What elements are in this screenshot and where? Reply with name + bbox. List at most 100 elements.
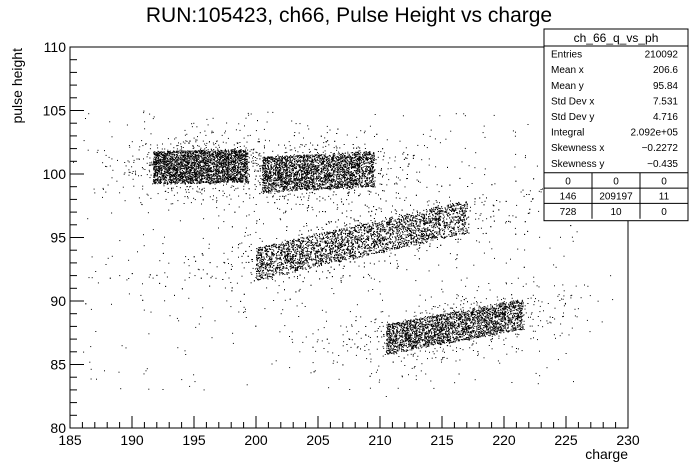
- data-point: [224, 159, 226, 161]
- data-point: [184, 176, 186, 178]
- data-point: [197, 163, 198, 165]
- data-point: [169, 166, 171, 168]
- data-point: [242, 169, 243, 171]
- data-point: [170, 167, 172, 168]
- data-point: [157, 170, 159, 172]
- data-point: [165, 177, 167, 178]
- data-point: [141, 204, 143, 206]
- data-point: [213, 179, 215, 181]
- data-point: [158, 157, 160, 159]
- data-point: [238, 171, 240, 173]
- data-point: [170, 157, 172, 159]
- data-point: [246, 178, 248, 180]
- data-point: [227, 167, 229, 169]
- data-point: [191, 169, 193, 171]
- data-point: [211, 163, 213, 165]
- data-point: [219, 178, 221, 180]
- data-point: [291, 183, 293, 185]
- data-point: [155, 155, 157, 156]
- data-point: [230, 157, 231, 159]
- data-point: [260, 155, 262, 157]
- data-point: [217, 164, 218, 166]
- data-point: [180, 176, 182, 177]
- data-point: [360, 152, 362, 154]
- data-point: [151, 163, 153, 165]
- data-point: [188, 161, 190, 163]
- data-point: [184, 142, 186, 144]
- data-point: [173, 164, 175, 166]
- data-point: [166, 175, 168, 177]
- data-point: [181, 147, 182, 149]
- data-point: [182, 167, 184, 169]
- data-point: [245, 151, 247, 153]
- data-point: [154, 181, 156, 183]
- data-point: [200, 181, 202, 183]
- data-point: [219, 169, 220, 171]
- data-point: [328, 155, 330, 157]
- data-point: [206, 173, 208, 175]
- data-point: [224, 162, 226, 164]
- data-point: [154, 156, 156, 158]
- data-point: [194, 156, 195, 158]
- data-point: [209, 152, 211, 154]
- data-point: [236, 161, 238, 163]
- data-point: [179, 164, 181, 165]
- data-point: [181, 178, 183, 179]
- data-point: [73, 161, 74, 163]
- data-point: [254, 157, 256, 158]
- data-point: [241, 174, 243, 176]
- data-point: [177, 175, 179, 177]
- data-point: [188, 171, 190, 173]
- data-point: [147, 194, 149, 196]
- data-point: [148, 152, 150, 154]
- data-point: [228, 203, 230, 205]
- data-point: [173, 169, 175, 171]
- data-point: [153, 158, 155, 160]
- data-point: [189, 173, 191, 174]
- data-point: [168, 168, 170, 170]
- data-point: [232, 179, 234, 181]
- data-point: [187, 170, 188, 172]
- data-point: [154, 154, 156, 155]
- data-point: [93, 188, 95, 190]
- data-point: [162, 158, 164, 160]
- data-point: [237, 167, 238, 169]
- data-point: [188, 164, 190, 165]
- data-point: [213, 173, 214, 175]
- data-point: [180, 165, 182, 167]
- data-point: [183, 156, 185, 158]
- data-point: [169, 182, 171, 184]
- data-point: [195, 180, 197, 182]
- data-point: [209, 155, 211, 157]
- data-point: [210, 163, 212, 164]
- data-point: [166, 154, 168, 156]
- data-point: [189, 186, 191, 188]
- data-point: [240, 149, 242, 151]
- data-point: [167, 172, 169, 173]
- data-point: [201, 189, 203, 191]
- data-point: [186, 181, 188, 182]
- data-point: [235, 188, 237, 190]
- data-point: [177, 158, 179, 160]
- data-point: [239, 171, 241, 173]
- data-point: [200, 172, 202, 174]
- data-point: [267, 174, 269, 176]
- data-point: [217, 148, 219, 150]
- data-point: [233, 177, 235, 179]
- data-point: [212, 152, 213, 154]
- data-point: [242, 176, 244, 178]
- data-point: [218, 154, 220, 156]
- data-point: [213, 153, 215, 155]
- data-point: [223, 181, 225, 183]
- data-point: [197, 186, 198, 188]
- data-point: [294, 183, 296, 185]
- data-point: [157, 166, 159, 168]
- data-point: [206, 165, 208, 166]
- data-point: [111, 177, 113, 179]
- data-point: [185, 162, 187, 164]
- data-point: [162, 175, 164, 177]
- data-point: [231, 169, 232, 171]
- data-point: [227, 172, 229, 174]
- data-point: [227, 153, 229, 155]
- data-point: [181, 162, 183, 164]
